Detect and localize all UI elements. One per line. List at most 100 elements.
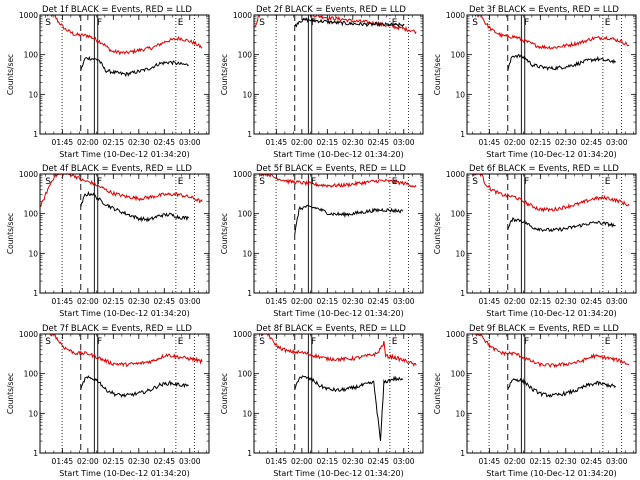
x-tick-label: 02:00 [77,457,99,466]
x-tick-label: 03:00 [179,297,201,306]
y-tick-label: 1000 [446,11,465,20]
panel-title: Det 3f BLACK = Events, RED = LLD [469,5,619,15]
y-tick-label: 10 [28,249,38,258]
y-tick-label: 1000 [19,330,38,339]
series-line-events [294,375,404,441]
panel-det-6: Det 6f BLACK = Events, RED = LLD Counts/s… [433,164,637,318]
plot-frame [466,14,637,135]
time-marker-label: E [392,177,398,187]
y-tick-label: 10 [455,90,465,99]
x-tick-label: 02:00 [77,138,99,147]
y-tick-label: 10 [455,409,465,418]
time-marker-label: S [45,18,51,28]
plot-frame [39,14,210,135]
x-tick-label: 03:00 [606,138,628,147]
y-tick-label: 1 [33,449,38,458]
x-axis-label: Start Time (10-Dec-12 01:34:20) [59,150,190,159]
x-tick-label: 02:45 [580,138,602,147]
time-marker-label: E [605,177,611,187]
series-line-lld [472,15,630,51]
series-line-events [294,17,405,28]
series-group [259,174,417,235]
panel-title: Det 5f BLACK = Events, RED = LLD [256,164,406,174]
panel-det-3: Det 3f BLACK = Events, RED = LLD Counts/s… [433,5,637,159]
x-tick-label: 03:00 [179,457,201,466]
time-marker-label: F [524,177,529,187]
x-tick-label: 02:00 [77,297,99,306]
series-group [45,15,203,78]
y-tick-label: 10 [455,249,465,258]
x-tick-label: 02:30 [128,297,150,306]
y-tick-label: 1 [460,449,465,458]
x-tick-label: 01:45 [479,138,501,147]
y-tick-label: 100 [24,370,39,379]
series-group [40,174,203,223]
x-tick-label: 02:45 [153,457,175,466]
panel-det-5: Det 5f BLACK = Events, RED = LLD Counts/s… [220,164,424,318]
x-tick-label: 02:45 [153,138,175,147]
y-axis-label: Counts/sec [433,373,442,414]
panel-det-7: Det 7f BLACK = Events, RED = LLD Counts/s… [6,324,210,478]
y-axis-label: Counts/sec [220,373,229,414]
panel-title: Det 9f BLACK = Events, RED = LLD [469,324,619,334]
time-marker-label: F [97,177,102,187]
series-line-lld [40,174,203,207]
series-line-lld [45,15,203,56]
x-tick-label: 03:00 [606,297,628,306]
time-marker-label: F [311,337,316,347]
time-marker-label: F [311,18,316,28]
x-tick-label: 02:00 [291,457,313,466]
time-marker-label: S [472,337,478,347]
series-line-lld [472,334,630,369]
time-marker-label: S [472,177,478,187]
y-axis-label: Counts/sec [220,213,229,254]
y-tick-label: 10 [242,90,252,99]
x-tick-label: 02:15 [530,138,552,147]
x-tick-label: 02:15 [530,297,552,306]
x-axis-label: Start Time (10-Dec-12 01:34:20) [273,150,404,159]
y-tick-label: 10 [242,249,252,258]
y-tick-label: 100 [238,51,253,60]
time-marker-label: F [524,18,529,28]
x-tick-label: 02:15 [317,457,339,466]
x-tick-label: 02:15 [317,297,339,306]
x-tick-label: 02:45 [580,457,602,466]
series-line-lld [472,174,630,213]
x-tick-label: 02:30 [555,138,577,147]
y-tick-label: 1 [460,130,465,139]
x-tick-label: 02:15 [103,457,125,466]
series-group [472,174,630,233]
series-group [472,15,630,72]
panel-title: Det 7f BLACK = Events, RED = LLD [42,324,192,334]
series-line-lld [45,334,203,368]
y-tick-label: 10 [28,90,38,99]
plot-frame [466,333,637,454]
series-line-events [507,217,616,233]
panel-title: Det 8f BLACK = Events, RED = LLD [256,324,406,334]
series-line-lld [259,334,417,368]
y-tick-label: 1000 [233,11,252,20]
x-axis-label: Start Time (10-Dec-12 01:34:20) [486,309,617,318]
y-tick-label: 1 [460,289,465,298]
x-tick-label: 02:45 [580,297,602,306]
time-marker-label: F [524,337,529,347]
y-axis-label: Counts/sec [6,373,15,414]
x-tick-label: 02:30 [128,457,150,466]
panel-det-9: Det 9f BLACK = Events, RED = LLD Counts/s… [433,324,637,478]
y-tick-label: 1000 [233,330,252,339]
y-tick-label: 1000 [446,330,465,339]
x-tick-label: 01:45 [266,138,288,147]
x-tick-label: 02:00 [291,138,313,147]
time-marker-label: E [605,337,611,347]
x-tick-label: 03:00 [606,457,628,466]
plot-frame [253,333,424,454]
y-tick-label: 1000 [19,170,38,179]
y-tick-label: 100 [451,210,466,219]
x-axis-label: Start Time (10-Dec-12 01:34:20) [273,469,404,478]
panel-title: Det 1f BLACK = Events, RED = LLD [42,5,192,15]
y-tick-label: 1 [33,130,38,139]
x-tick-label: 02:15 [530,457,552,466]
plot-frame [253,173,424,294]
y-axis-label: Counts/sec [6,54,15,95]
y-tick-label: 1 [247,289,252,298]
